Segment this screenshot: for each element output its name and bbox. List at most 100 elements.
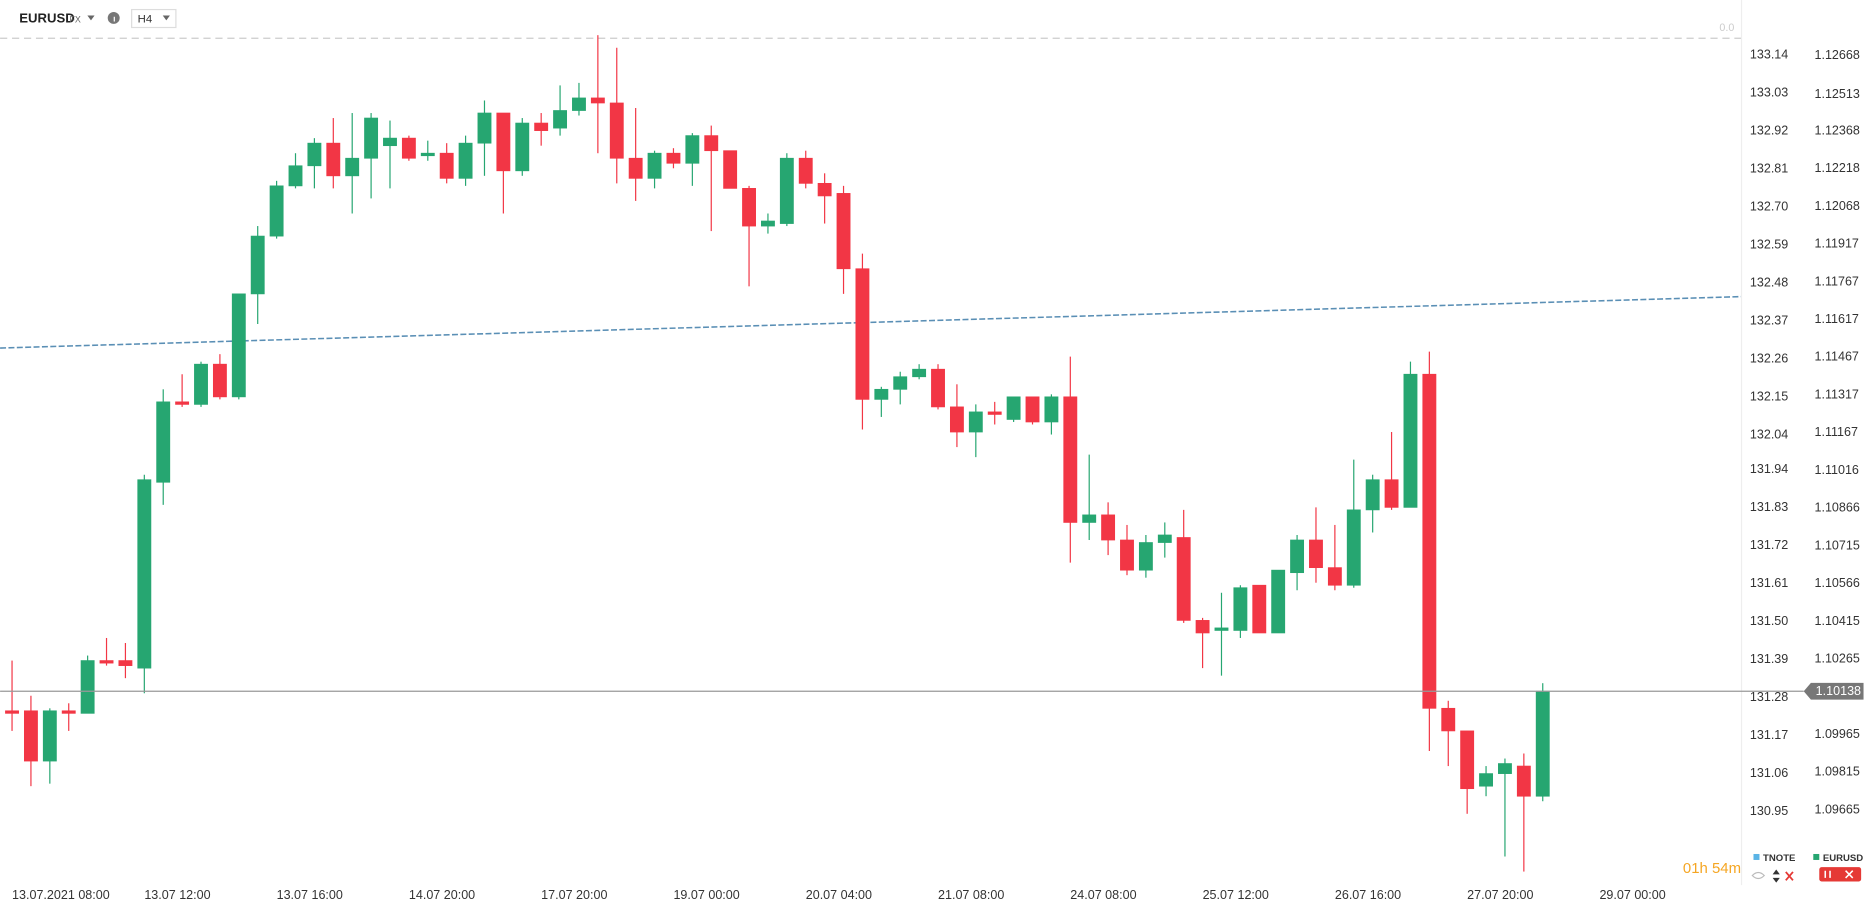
candle-body (288, 165, 303, 187)
x-tick-label: 13.07 12:00 (144, 888, 210, 902)
y2-tick-label: 131.61 (1750, 576, 1788, 590)
y2-tick-label: 130.95 (1750, 804, 1788, 818)
y2-tick-label: 131.72 (1750, 538, 1788, 552)
candle-body (1516, 765, 1531, 797)
move-icon[interactable] (1772, 869, 1780, 883)
y2-tick-label: 131.94 (1750, 462, 1788, 476)
candle-body (1422, 373, 1437, 709)
candle-body (231, 293, 246, 398)
y-tick-label: 1.10866 (1814, 501, 1859, 515)
trend-line[interactable] (0, 295, 1742, 349)
candle-body (1120, 539, 1134, 571)
y-tick-label: 1.12668 (1814, 48, 1859, 62)
visibility-icon[interactable] (1751, 871, 1766, 880)
candle-body (685, 135, 700, 164)
candle-body (1309, 539, 1323, 569)
x-tick-label: 25.07 12:00 (1203, 888, 1269, 902)
y2-tick-label: 132.26 (1750, 352, 1788, 366)
y2-tick-label: 131.28 (1750, 690, 1788, 704)
candle-body (931, 368, 945, 408)
candle-body (5, 710, 19, 714)
candle-body (496, 112, 511, 172)
y2-tick-label: 133.14 (1750, 48, 1788, 62)
y2-tick-label: 131.39 (1750, 652, 1788, 666)
candle-body (1365, 479, 1380, 511)
candle-body (1271, 569, 1286, 634)
candle-body (893, 376, 908, 390)
candle-body (666, 152, 681, 164)
y2-tick-label: 132.15 (1750, 390, 1788, 404)
x-tick-label: 13.07 16:00 (277, 888, 343, 902)
y-tick-label: 1.12218 (1814, 161, 1859, 175)
candle-body (1138, 542, 1153, 571)
candle-body (307, 142, 322, 167)
candle-body (761, 220, 775, 227)
candle-body (534, 122, 549, 131)
candle-body (269, 185, 284, 237)
remove-icon[interactable] (1785, 871, 1794, 881)
series-control-glyphs (1824, 870, 1854, 879)
candle-body (553, 110, 568, 129)
y-tick-label: 1.11467 (1814, 350, 1858, 364)
market: FX (69, 15, 80, 25)
x-tick-label: 24.07 08:00 (1070, 888, 1136, 902)
candle-body (137, 479, 152, 669)
y2-tick-label: 133.03 (1750, 86, 1788, 100)
interval-dropdown (162, 15, 170, 21)
y-tick-label: 1.09815 (1814, 765, 1859, 779)
candle-body (61, 710, 76, 714)
candle-body (420, 152, 435, 157)
candle-body (212, 363, 227, 398)
candle-body (1233, 587, 1248, 631)
y-tick-label: 1.10265 (1814, 652, 1859, 666)
candle-body (742, 188, 756, 227)
legend-label[interactable]: TNOTE (1763, 853, 1795, 864)
candle-body (609, 102, 624, 159)
y2-tick-label: 131.17 (1750, 728, 1788, 742)
candle-body (194, 363, 208, 405)
candle-body (345, 157, 360, 177)
countdown: 01h 54m (1683, 860, 1741, 877)
y-tick-label: 1.11617 (1814, 312, 1858, 326)
candle-body (156, 401, 171, 483)
candle-body (401, 137, 416, 159)
x-tick-label: 27.07 20:00 (1467, 888, 1533, 902)
candle-body (1025, 396, 1040, 423)
y-tick-label: 1.09965 (1814, 727, 1859, 741)
candle-body (779, 157, 794, 224)
candle-body (383, 137, 397, 147)
candle-body (42, 710, 57, 762)
info-glyph (113, 16, 115, 22)
candle-body (99, 660, 114, 664)
y-tick-label: 1.11167 (1814, 425, 1858, 439)
candle-body (1403, 373, 1418, 508)
y-tick-label: 1.11917 (1814, 237, 1858, 251)
interval-select[interactable] (131, 8, 177, 29)
candle-body (250, 235, 265, 295)
candle-body (1176, 537, 1191, 621)
candle-body (798, 157, 813, 184)
candle-body (836, 193, 851, 270)
y2-tick-label: 132.37 (1750, 314, 1788, 328)
candle-body (1063, 396, 1078, 523)
candle-body (477, 112, 492, 144)
candle-body (723, 150, 738, 189)
symbol[interactable]: EURUSD (19, 11, 75, 26)
y-tick-label: 1.12513 (1814, 87, 1859, 101)
interval: H4 (138, 14, 153, 26)
candle-body (80, 660, 95, 714)
candle-body (1082, 514, 1097, 523)
x-tick-label: 14.07 20:00 (409, 888, 475, 902)
y2-tick-label: 131.06 (1750, 766, 1788, 780)
candle-body (647, 152, 662, 179)
candle-body (118, 660, 133, 666)
candle-body (912, 368, 927, 378)
last-price-tag (1803, 682, 1864, 700)
candle-body (1498, 763, 1512, 774)
candle-body (1460, 730, 1475, 790)
legend-label[interactable]: EURUSD (1823, 853, 1863, 864)
y-tick-label: 1.10715 (1814, 539, 1859, 553)
y-tick-label: 1.12068 (1814, 199, 1859, 213)
symbol-dropdown[interactable] (87, 15, 95, 21)
